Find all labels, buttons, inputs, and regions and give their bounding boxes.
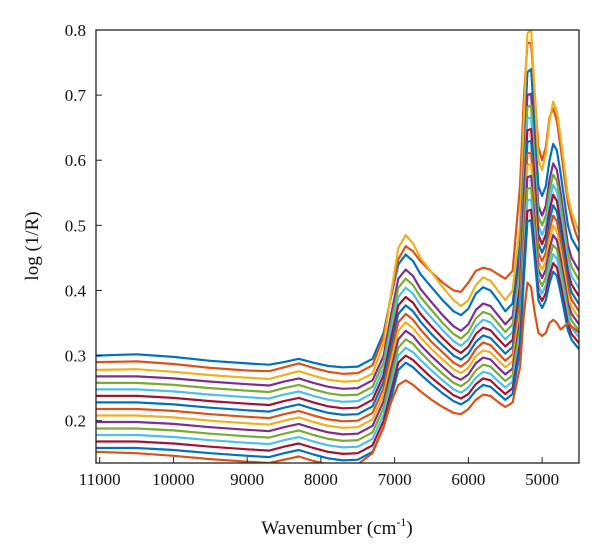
y-tick-label: 0.3 <box>65 347 86 366</box>
spectrum-line-1 <box>96 67 579 369</box>
x-axis-title-close: ) <box>406 518 412 539</box>
spectrum-line-8 <box>96 139 579 416</box>
y-axis-title: log (1/R) <box>22 211 43 280</box>
x-tick-label: 9000 <box>230 470 264 489</box>
x-axis-title-main: Wavenumber (cm <box>261 518 396 539</box>
y-tick-label: 0.6 <box>65 151 86 170</box>
x-tick-label: 7000 <box>378 470 412 489</box>
spectrum-line-13 <box>96 198 579 449</box>
y-tick-label: 0.2 <box>65 412 86 431</box>
spectrum-line-5 <box>96 104 579 397</box>
spectrum-line-10 <box>96 163 579 429</box>
spectrum-line-12 <box>96 186 579 442</box>
y-tick-label: 0.5 <box>65 216 86 235</box>
x-axis-title: Wavenumber (cm-1) <box>261 515 412 539</box>
spectrum-line-16 <box>96 281 579 463</box>
y-axis: 0.2 0.3 0.4 0.5 0.6 0.7 0.8 <box>65 21 102 431</box>
y-tick-label: 0.7 <box>65 86 87 105</box>
x-tick-label: 8000 <box>304 470 338 489</box>
x-tick-label: 10000 <box>152 470 195 489</box>
spectrum-line-14 <box>96 208 579 455</box>
spectrum-line-7 <box>96 127 579 410</box>
spectrum-line-4 <box>96 92 579 390</box>
series-layer <box>96 30 579 463</box>
spectrum-line-9 <box>96 151 579 423</box>
x-tick-label: 5000 <box>525 470 559 489</box>
x-axis: 11000 10000 9000 8000 7000 6000 5000 <box>79 457 559 489</box>
x-tick-label: 6000 <box>451 470 485 489</box>
spectrum-line-3 <box>96 30 579 383</box>
plot-frame <box>95 29 580 464</box>
y-tick-label: 0.8 <box>65 21 86 40</box>
spectrum-line-11 <box>96 174 579 436</box>
x-tick-label: 11000 <box>79 470 121 489</box>
x-axis-title-superscript: -1 <box>396 515 406 529</box>
spectrum-line-15 <box>96 219 579 462</box>
y-tick-label: 0.4 <box>65 281 87 300</box>
spectrum-line-6 <box>96 116 579 403</box>
